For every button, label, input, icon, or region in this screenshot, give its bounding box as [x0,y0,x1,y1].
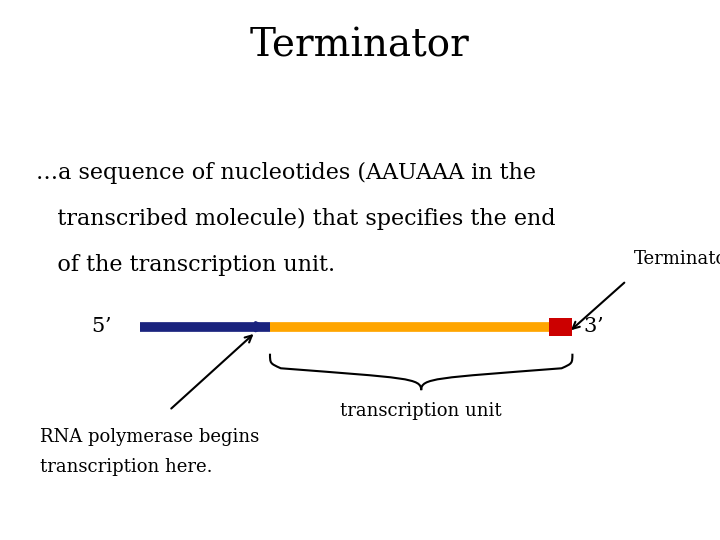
Text: transcribed molecule) that specifies the end: transcribed molecule) that specifies the… [36,208,556,230]
Text: transcription unit: transcription unit [341,402,502,420]
Text: Terminator: Terminator [250,28,470,64]
Text: transcription here.: transcription here. [40,458,212,476]
Bar [549,318,572,336]
Text: 5ʼ: 5ʼ [91,317,112,336]
Text: 3ʼ: 3ʼ [583,317,603,336]
Text: RNA polymerase begins: RNA polymerase begins [40,428,259,447]
Text: Terminator: Terminator [634,250,720,268]
Text: of the transcription unit.: of the transcription unit. [36,254,335,275]
Text: …a sequence of nucleotides (AAUAAA in the: …a sequence of nucleotides (AAUAAA in th… [36,162,536,184]
